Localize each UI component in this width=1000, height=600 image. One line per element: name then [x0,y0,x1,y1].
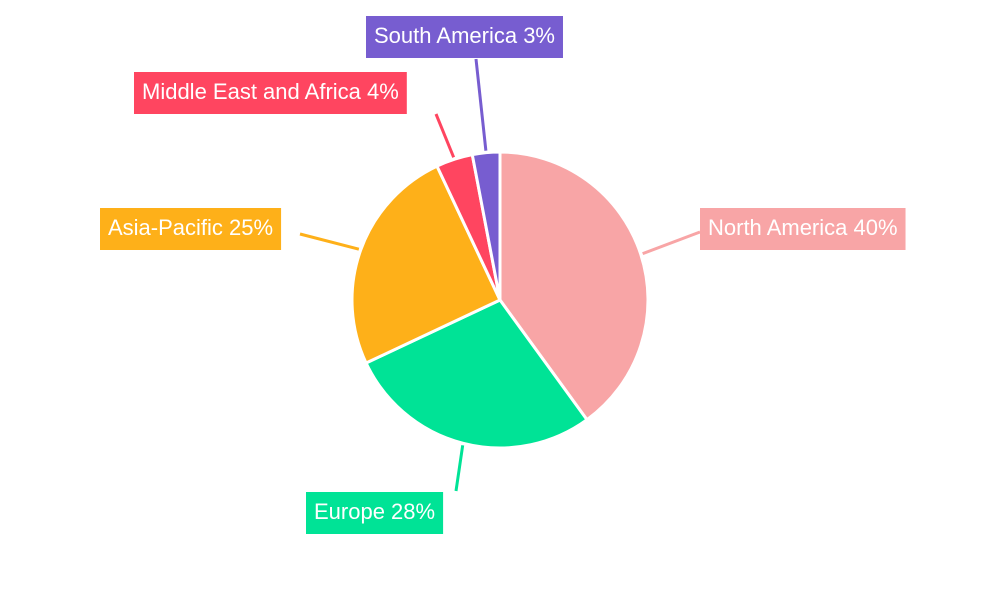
label-box [134,72,407,114]
leader-line [434,113,456,158]
label-text: North America 40% [708,215,898,240]
label-box [700,208,906,250]
pie-slice [364,298,590,450]
pie-slice [470,150,502,301]
data-label: Asia-Pacific 25% [100,208,282,250]
leader-line [299,232,360,251]
label-box [100,208,282,250]
leader-line [642,230,701,256]
data-label: Middle East and Africa 4% [134,72,407,114]
label-text: Europe 28% [314,499,435,524]
label-text: South America 3% [374,23,555,48]
pie-slice [498,150,650,422]
leader-line [454,445,465,492]
leader-line [474,58,488,151]
label-text: Asia-Pacific 25% [108,215,273,240]
label-text: Middle East and Africa 4% [142,79,399,104]
label-box [306,492,444,534]
label-box [366,16,563,58]
data-label: Europe 28% [306,492,444,534]
data-label: South America 3% [366,16,563,58]
data-label: North America 40% [700,208,906,250]
pie-slice [350,164,502,366]
